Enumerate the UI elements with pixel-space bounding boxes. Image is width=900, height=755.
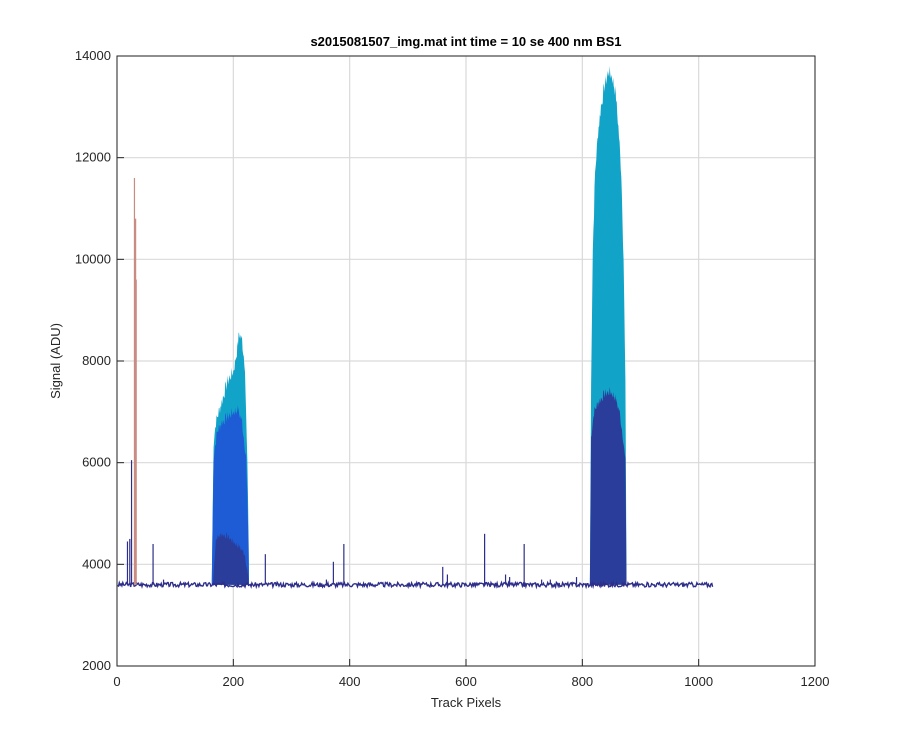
x-tick-label: 800 xyxy=(571,674,593,689)
y-tick-label: 6000 xyxy=(82,455,111,470)
y-tick-label: 4000 xyxy=(82,556,111,571)
y-tick-label: 14000 xyxy=(75,48,111,63)
y-tick-label: 10000 xyxy=(75,251,111,266)
y-axis-label: Signal (ADU) xyxy=(48,323,63,399)
chart-title: s2015081507_img.mat int time = 10 se 400… xyxy=(310,34,621,49)
x-tick-label: 200 xyxy=(222,674,244,689)
y-tick-label: 2000 xyxy=(82,658,111,673)
data-layer xyxy=(117,66,714,590)
x-tick-label: 1200 xyxy=(801,674,830,689)
axis-ticks: 0 200 400 600 800 1000 1200 2000 4000 6000 8000 100… xyxy=(75,48,830,689)
x-tick-label: 1000 xyxy=(684,674,713,689)
peak-200-low-envelope xyxy=(213,532,249,585)
baseline-series-line xyxy=(117,579,714,590)
x-tick-label: 0 xyxy=(113,674,120,689)
x-tick-label: 600 xyxy=(455,674,477,689)
x-axis-label: Track Pixels xyxy=(431,695,502,710)
peak-840-mid-envelope xyxy=(589,386,627,585)
y-tick-label: 8000 xyxy=(82,353,111,368)
x-tick-label: 400 xyxy=(339,674,361,689)
y-tick-label: 12000 xyxy=(75,150,111,165)
